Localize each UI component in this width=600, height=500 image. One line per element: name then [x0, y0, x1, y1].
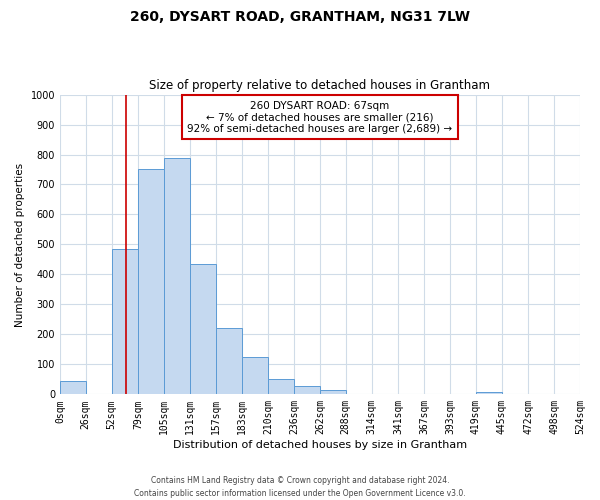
Bar [190, 264, 216, 394]
X-axis label: Distribution of detached houses by size in Grantham: Distribution of detached houses by size … [173, 440, 467, 450]
Bar [268, 378, 294, 394]
Bar [164, 158, 190, 394]
Text: 260 DYSART ROAD: 67sqm
← 7% of detached houses are smaller (216)
92% of semi-det: 260 DYSART ROAD: 67sqm ← 7% of detached … [187, 100, 452, 134]
Bar [139, 170, 164, 394]
Bar [294, 386, 320, 394]
Text: Contains HM Land Registry data © Crown copyright and database right 2024.
Contai: Contains HM Land Registry data © Crown c… [134, 476, 466, 498]
Bar [476, 392, 502, 394]
Bar [320, 390, 346, 394]
Bar [60, 381, 86, 394]
Text: 260, DYSART ROAD, GRANTHAM, NG31 7LW: 260, DYSART ROAD, GRANTHAM, NG31 7LW [130, 10, 470, 24]
Title: Size of property relative to detached houses in Grantham: Size of property relative to detached ho… [149, 79, 490, 92]
Bar [112, 249, 139, 394]
Bar [242, 357, 268, 395]
Bar [216, 328, 242, 394]
Y-axis label: Number of detached properties: Number of detached properties [15, 162, 25, 326]
